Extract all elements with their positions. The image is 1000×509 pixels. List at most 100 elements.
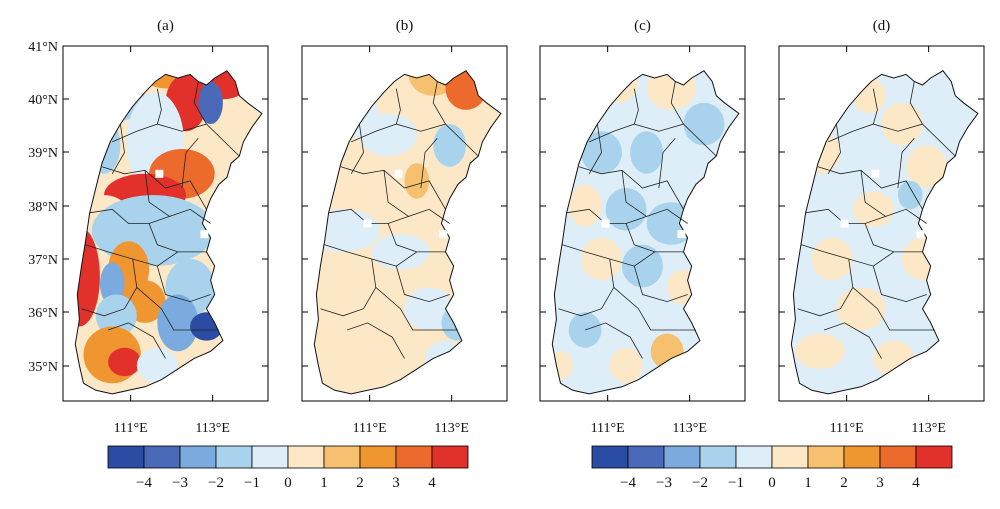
anomaly-blob xyxy=(404,163,430,199)
anomaly-blob xyxy=(852,191,894,228)
county-boundary xyxy=(633,265,688,303)
county-boundary xyxy=(156,265,211,303)
colorbar-swatch xyxy=(215,445,253,469)
county-boundary xyxy=(589,123,717,157)
county-boundary xyxy=(584,322,643,359)
anomaly-blob xyxy=(881,102,923,146)
colorbar-swatch xyxy=(771,445,809,469)
panel-label: (b) xyxy=(396,18,414,34)
missing-cell xyxy=(439,230,448,239)
county-boundary xyxy=(827,124,841,175)
anomaly-blob xyxy=(359,113,417,157)
county-boundary xyxy=(864,223,923,253)
anomaly-field xyxy=(791,70,978,394)
anomaly-blob xyxy=(552,351,573,380)
county-boundary xyxy=(320,258,377,317)
colorbar-2: −4 −3 −2 −1 0 1 2 3 4 xyxy=(591,445,953,491)
lon-tick-label: 111°E xyxy=(353,421,387,436)
map-panel-c: (c) 111°E 113°E xyxy=(539,18,746,436)
county-boundary xyxy=(817,166,923,210)
province-outline xyxy=(790,70,979,395)
anomaly-blob xyxy=(609,347,643,384)
anomaly-blob xyxy=(445,70,487,110)
missing-cell xyxy=(840,219,849,228)
county-boundary xyxy=(633,88,639,125)
anomaly-blob xyxy=(99,262,125,306)
map-panels: (a) 41°N 40°N 39°N 38°N 37°N 36°N 35°N 111°E 113°… xyxy=(28,18,985,436)
colorbar-tick-label: −1 xyxy=(728,475,744,491)
panel-frame xyxy=(539,45,746,402)
county-boundary xyxy=(909,81,923,125)
lat-tick-label: 40°N xyxy=(28,93,58,108)
anomaly-blob xyxy=(795,333,845,370)
county-boundary xyxy=(558,258,615,317)
lat-tick-label: 38°N xyxy=(28,200,58,215)
panel-label: (d) xyxy=(873,18,891,34)
missing-cell xyxy=(155,169,164,178)
map-panel-d: (d) 111°E 113°E xyxy=(778,18,985,436)
anomaly-blob xyxy=(425,340,466,377)
missing-cell xyxy=(200,230,209,239)
map-panel-b: (b) 111°E 113°E xyxy=(301,18,508,436)
colorbar-swatch xyxy=(735,445,773,469)
lon-tick-label: 113°E xyxy=(195,421,230,436)
province-outline xyxy=(74,70,263,395)
colorbar-swatch xyxy=(807,445,845,469)
colorbar-tick-label: 4 xyxy=(912,475,920,491)
province-outline xyxy=(313,70,502,395)
colorbar-swatch xyxy=(627,445,665,469)
anomaly-blob xyxy=(198,81,223,125)
county-boundary xyxy=(395,265,450,303)
lat-tick-label: 35°N xyxy=(28,360,58,375)
anomaly-blob xyxy=(87,116,121,174)
panel-label: (a) xyxy=(157,18,174,34)
county-boundary xyxy=(181,138,199,189)
field-background xyxy=(552,70,739,394)
colorbar-swatch xyxy=(663,445,701,469)
lon-tick-label: 111°E xyxy=(591,421,625,436)
colorbar-swatch xyxy=(699,445,737,469)
lon-tick-label: 111°E xyxy=(830,421,864,436)
county-boundary xyxy=(101,166,207,210)
anomaly-blob xyxy=(836,287,886,331)
anomaly-blob xyxy=(902,237,943,281)
county-boundary xyxy=(351,123,479,157)
panel-frame xyxy=(778,45,985,402)
county-boundary xyxy=(420,138,438,189)
anomaly-blob xyxy=(897,180,923,210)
colorbar-tick-label: −1 xyxy=(244,475,260,491)
anomaly-blob xyxy=(91,195,215,267)
lon-tick-label: 113°E xyxy=(434,421,469,436)
county-boundary xyxy=(670,81,684,125)
county-boundary xyxy=(81,258,138,317)
anomaly-blob xyxy=(630,131,663,174)
anomaly-blob xyxy=(433,124,466,167)
anomaly-blob xyxy=(568,184,602,228)
map-panel-a: (a) 41°N 40°N 39°N 38°N 37°N 36°N 35°N 111°E 113°… xyxy=(28,18,269,436)
missing-cell xyxy=(677,230,686,239)
colorbar-tick-label: −3 xyxy=(172,475,188,491)
anomaly-blob xyxy=(157,294,199,352)
county-boundary xyxy=(395,88,401,125)
colorbar-tick-label: −4 xyxy=(620,475,636,491)
county-boundary xyxy=(432,81,446,125)
missing-cell xyxy=(601,219,610,228)
missing-cell xyxy=(394,169,403,178)
anomaly-blob xyxy=(873,340,915,377)
panel-label: (c) xyxy=(634,18,651,34)
colorbar-tick-label: 4 xyxy=(428,475,436,491)
colorbar-1: −4 −3 −2 −1 0 1 2 3 4 xyxy=(107,445,469,491)
county-boundary xyxy=(346,322,405,359)
county-boundary xyxy=(111,124,125,175)
county-boundary xyxy=(872,88,878,125)
anomaly-blob xyxy=(622,244,663,288)
anomaly-blob xyxy=(83,70,166,86)
county-boundary xyxy=(658,138,676,189)
colorbar-swatch xyxy=(323,445,361,469)
missing-cell xyxy=(916,230,925,239)
county-boundary xyxy=(112,123,240,157)
colorbar-swatch xyxy=(107,445,145,469)
anomaly-field xyxy=(552,70,739,394)
anomaly-blob xyxy=(581,237,622,281)
county-boundary xyxy=(89,208,170,224)
